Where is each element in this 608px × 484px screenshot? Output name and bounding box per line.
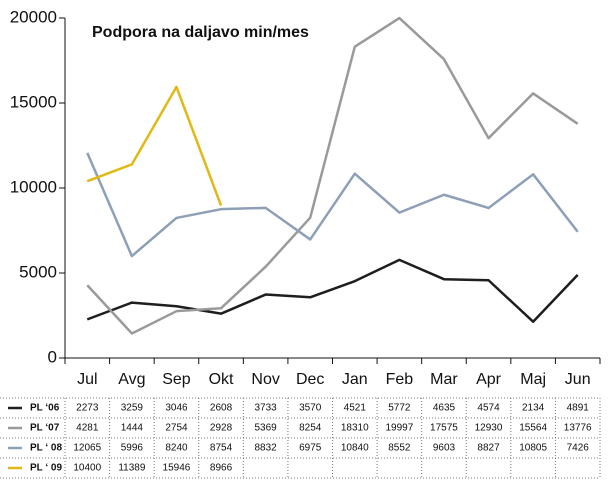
table-cell: 8754 [210, 443, 233, 454]
table-cell: 8832 [255, 443, 278, 454]
table-cell: 3733 [255, 403, 278, 414]
x-tick-label: Nov [251, 371, 279, 388]
x-tick-label: Dec [296, 371, 324, 388]
table-cell: 2134 [522, 403, 545, 414]
table-cell: 12065 [73, 443, 101, 454]
table-cell: 4281 [76, 423, 99, 434]
x-tick-label: Feb [386, 371, 414, 388]
table-cell: 13776 [564, 423, 592, 434]
series-line [86, 85, 223, 207]
y-tick-label: 20000 [10, 7, 57, 26]
x-tick-label: Sep [162, 371, 191, 388]
table-cell: 3570 [299, 403, 322, 414]
table-cell: 2608 [210, 403, 233, 414]
table-cell: 5369 [255, 423, 278, 434]
series-line [86, 258, 579, 323]
table-cell: 5996 [121, 443, 144, 454]
table-cell: 15946 [163, 463, 191, 474]
series-line [86, 16, 579, 335]
y-tick-label: 0 [48, 347, 57, 366]
y-tick-label: 10000 [10, 177, 57, 196]
x-tick-label: Jul [77, 371, 97, 388]
x-tick-label: Jan [342, 371, 368, 388]
x-tick-label: Apr [476, 371, 502, 388]
x-tick-label: Mar [430, 371, 458, 388]
legend-label: PL ‘06 [30, 403, 60, 414]
table-cell: 4635 [433, 403, 456, 414]
table-cell: 2928 [210, 423, 233, 434]
table-cell: 3259 [121, 403, 144, 414]
x-tick-label: Avg [118, 371, 145, 388]
table-cell: 7426 [567, 443, 590, 454]
table-cell: 4521 [344, 403, 367, 414]
table-cell: 1444 [121, 423, 144, 434]
x-tick-label: Okt [209, 371, 234, 388]
legend-label: PL ‘ 08 [30, 443, 62, 454]
y-tick-label: 5000 [19, 262, 57, 281]
table-cell: 8966 [210, 463, 233, 474]
table-cell: 10400 [73, 463, 101, 474]
table-cell: 4891 [567, 403, 590, 414]
table-cell: 2273 [76, 403, 99, 414]
table-cell: 9603 [433, 443, 456, 454]
table-cell: 5772 [388, 403, 411, 414]
table-cell: 18310 [341, 423, 369, 434]
table-cell: 11389 [118, 463, 146, 474]
table-cell: 2754 [165, 423, 188, 434]
table-cell: 3046 [165, 403, 188, 414]
table-cell: 19997 [385, 423, 413, 434]
table-cell: 8827 [477, 443, 500, 454]
table-cell: 15564 [519, 423, 547, 434]
y-tick-label: 15000 [10, 92, 57, 111]
table-cell: 10840 [341, 443, 369, 454]
x-tick-label: Jun [565, 371, 591, 388]
table-cell: 8240 [165, 443, 188, 454]
table-cell: 17575 [430, 423, 458, 434]
series-line [86, 152, 579, 258]
table-cell: 12930 [475, 423, 503, 434]
table-cell: 8254 [299, 423, 322, 434]
table-cell: 6975 [299, 443, 322, 454]
chart-title: Podpora na daljavo min/mes [92, 24, 309, 41]
table-cell: 4574 [477, 403, 500, 414]
legend-label: PL ‘07 [30, 423, 60, 434]
table-cell: 10805 [519, 443, 547, 454]
table-cell: 8552 [388, 443, 411, 454]
legend-label: PL ‘ 09 [30, 463, 62, 474]
x-tick-label: Maj [520, 371, 546, 388]
